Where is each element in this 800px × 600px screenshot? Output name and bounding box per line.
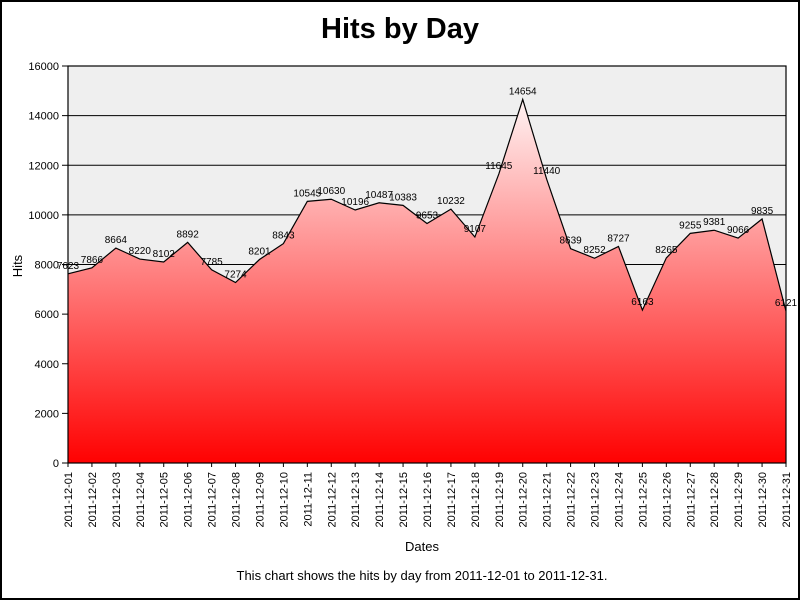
point-value-label: 6163 xyxy=(631,297,654,308)
chart-caption: This chart shows the hits by day from 20… xyxy=(237,568,608,583)
point-value-label: 8664 xyxy=(105,235,128,246)
x-tick-label: 2011-12-13 xyxy=(350,472,362,527)
x-tick-label: 2011-12-24 xyxy=(613,472,625,527)
axes-layer xyxy=(62,65,787,467)
x-tick-label: 2011-12-07 xyxy=(207,472,219,527)
point-value-label: 8220 xyxy=(129,246,152,257)
point-value-label: 7623 xyxy=(57,261,80,272)
x-tick-label: 2011-12-14 xyxy=(374,472,386,527)
point-value-label: 8892 xyxy=(177,229,200,240)
point-value-label: 9835 xyxy=(751,206,774,217)
x-tick-label: 2011-12-12 xyxy=(326,472,338,527)
x-tick-label: 2011-12-10 xyxy=(278,472,290,527)
x-tick-label: 2011-12-04 xyxy=(135,472,147,527)
x-tick-label: 2011-12-27 xyxy=(685,472,697,527)
point-value-label: 9381 xyxy=(703,217,726,228)
point-value-label: 6121 xyxy=(775,298,798,309)
x-tick-label: 2011-12-01 xyxy=(63,472,75,527)
x-tick-label: 2011-12-30 xyxy=(757,472,769,527)
y-tick-label: 12000 xyxy=(28,160,59,172)
x-tick-label: 2011-12-16 xyxy=(422,472,434,527)
point-value-label: 8843 xyxy=(272,231,295,242)
point-value-label: 7785 xyxy=(200,257,223,268)
point-value-label: 8252 xyxy=(583,245,606,256)
area-fill xyxy=(68,99,786,464)
x-tick-label: 2011-12-22 xyxy=(566,472,578,527)
x-tick-label: 2011-12-17 xyxy=(446,472,458,527)
data-line xyxy=(67,97,787,312)
x-tick-label: 2011-12-18 xyxy=(470,472,482,527)
x-tick-label: 2011-12-06 xyxy=(183,472,195,527)
y-tick-label: 8000 xyxy=(35,260,59,272)
x-tick-label: 2011-12-09 xyxy=(254,472,266,527)
x-tick-label: 2011-12-29 xyxy=(733,472,745,527)
point-value-label: 10545 xyxy=(293,188,321,199)
point-value-label: 11645 xyxy=(485,161,513,172)
x-tick-label: 2011-12-26 xyxy=(661,472,673,527)
point-value-label: 9066 xyxy=(727,225,750,236)
x-tick-label: 2011-12-21 xyxy=(542,472,554,527)
point-value-label: 8102 xyxy=(153,249,176,260)
point-value-label: 9107 xyxy=(464,224,487,235)
x-tick-label: 2011-12-23 xyxy=(590,472,602,527)
point-value-label: 8265 xyxy=(655,245,678,256)
point-value-label: 7866 xyxy=(81,255,104,266)
x-tick-label: 2011-12-05 xyxy=(159,472,171,527)
point-value-label: 10630 xyxy=(317,186,345,197)
point-value-label: 14654 xyxy=(509,86,537,97)
x-tick-label: 2011-12-02 xyxy=(87,472,99,527)
point-value-label: 10487 xyxy=(365,190,393,201)
x-tick-label: 2011-12-15 xyxy=(398,472,410,527)
y-tick-label: 4000 xyxy=(35,359,59,371)
x-tick-label: 2011-12-08 xyxy=(231,472,243,527)
area-series-layer xyxy=(67,97,787,464)
x-tick-label: 2011-12-25 xyxy=(637,472,649,527)
y-axis-title: Hits xyxy=(10,254,25,277)
y-tick-label: 6000 xyxy=(35,309,59,321)
point-value-label: 8639 xyxy=(559,236,582,247)
x-tick-label: 2011-12-03 xyxy=(111,472,123,527)
y-tick-label: 14000 xyxy=(28,111,59,123)
x-tick-label: 2011-12-28 xyxy=(709,472,721,527)
x-tick-label: 2011-12-19 xyxy=(494,472,506,527)
y-tick-label: 0 xyxy=(53,458,59,470)
point-value-label: 7274 xyxy=(224,270,247,281)
point-value-label: 8727 xyxy=(607,233,630,244)
point-value-label: 8201 xyxy=(248,247,271,258)
point-value-label: 10232 xyxy=(437,196,465,207)
x-tick-label: 2011-12-20 xyxy=(518,472,530,527)
x-axis-title: Dates xyxy=(405,539,439,554)
point-value-label: 9653 xyxy=(416,210,439,221)
y-tick-label: 10000 xyxy=(28,210,59,222)
point-value-label: 10383 xyxy=(389,192,417,203)
x-tick-label: 2011-12-11 xyxy=(302,472,314,527)
point-value-label: 11440 xyxy=(533,166,561,177)
point-value-label: 10196 xyxy=(341,197,369,208)
point-value-label: 9255 xyxy=(679,220,702,231)
chart-title: Hits by Day xyxy=(321,13,479,45)
x-tick-label: 2011-12-31 xyxy=(781,472,793,527)
labels-layer: 0 2000 4000 6000 8000 10000 12000 14000 16000 201… xyxy=(28,61,797,527)
y-tick-label: 2000 xyxy=(35,408,59,420)
y-tick-label: 16000 xyxy=(28,61,59,73)
